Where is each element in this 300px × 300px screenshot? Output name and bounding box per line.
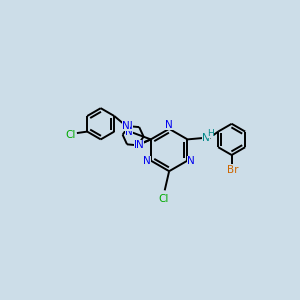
Text: N: N: [165, 120, 173, 130]
Text: Br: Br: [227, 165, 239, 175]
Text: H: H: [207, 129, 214, 138]
Text: N: N: [136, 140, 144, 150]
Text: N: N: [125, 127, 133, 137]
Text: N: N: [143, 156, 151, 166]
Text: N: N: [125, 121, 133, 131]
Text: Cl: Cl: [65, 130, 76, 140]
Text: N: N: [122, 121, 130, 131]
Text: N: N: [202, 133, 210, 143]
Text: N: N: [187, 156, 195, 166]
Text: N: N: [134, 140, 141, 150]
Text: Cl: Cl: [158, 194, 168, 204]
